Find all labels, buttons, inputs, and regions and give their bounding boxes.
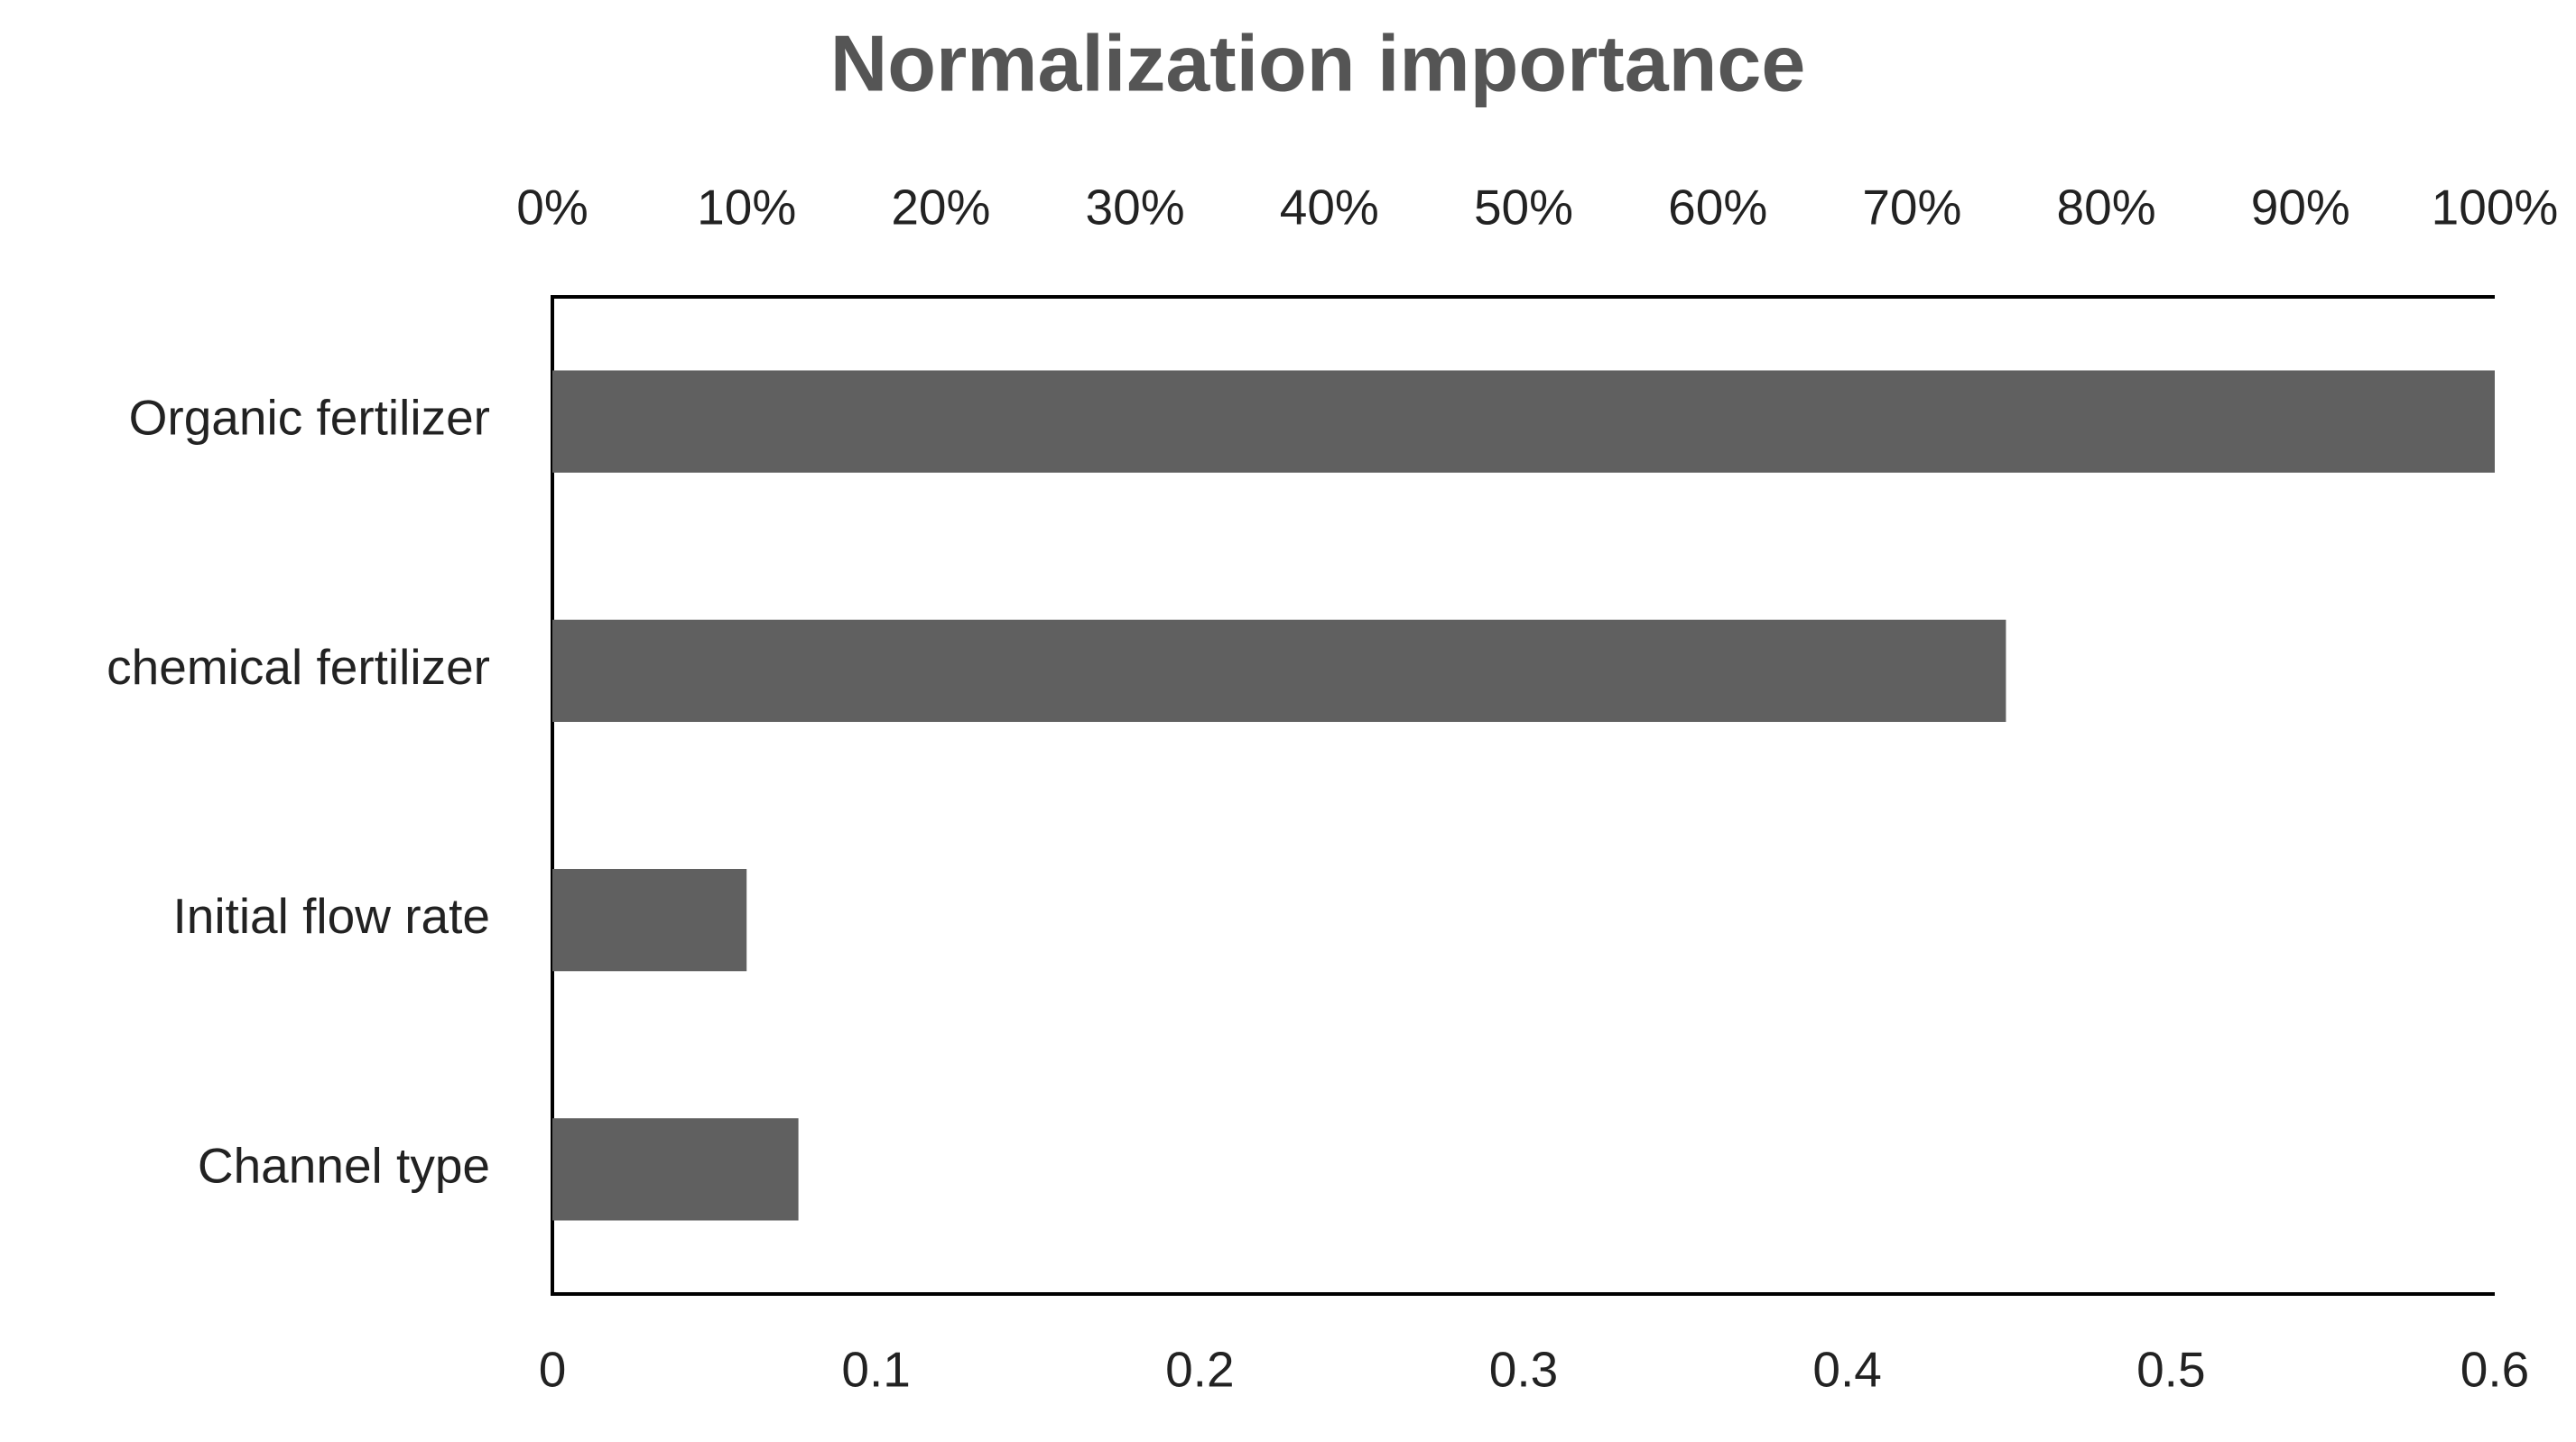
bar bbox=[552, 370, 2495, 473]
chart-title: Normalization importance bbox=[830, 18, 1806, 107]
bar bbox=[552, 1118, 799, 1221]
x-tick-label: 0.6 bbox=[2460, 1342, 2529, 1398]
bar bbox=[552, 619, 2006, 723]
x-tick-label: 0.1 bbox=[841, 1342, 910, 1398]
y-tick-label: Channel type bbox=[198, 1137, 490, 1193]
x2-tick-label: 40% bbox=[1280, 180, 1379, 236]
x-tick-label: 0.5 bbox=[2136, 1342, 2205, 1398]
x2-tick-label: 20% bbox=[891, 180, 990, 236]
x2-tick-label: 10% bbox=[697, 180, 796, 236]
x-tick-label: 0.2 bbox=[1165, 1342, 1234, 1398]
x2-tick-label: 60% bbox=[1668, 180, 1767, 236]
x-tick-label: 0 bbox=[539, 1342, 567, 1398]
y-tick-label: Organic fertilizer bbox=[129, 390, 490, 446]
x2-tick-label: 0% bbox=[516, 180, 588, 236]
x2-tick-label: 90% bbox=[2251, 180, 2350, 236]
y-tick-label: chemical fertilizer bbox=[107, 639, 490, 695]
x2-tick-label: 50% bbox=[1474, 180, 1573, 236]
x2-tick-label: 30% bbox=[1086, 180, 1185, 236]
x2-tick-label: 100% bbox=[2432, 180, 2559, 236]
y-tick-label: Initial flow rate bbox=[172, 888, 490, 944]
x2-tick-label: 80% bbox=[2057, 180, 2156, 236]
x-tick-label: 0.4 bbox=[1812, 1342, 1881, 1398]
bar bbox=[552, 868, 747, 972]
x2-tick-label: 70% bbox=[1862, 180, 1961, 236]
x-tick-label: 0.3 bbox=[1489, 1342, 1558, 1398]
